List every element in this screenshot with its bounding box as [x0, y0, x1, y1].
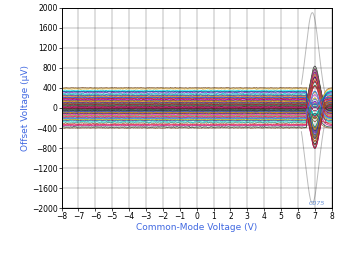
X-axis label: Common-Mode Voltage (V): Common-Mode Voltage (V): [136, 223, 257, 232]
Y-axis label: Offset Voltage (µV): Offset Voltage (µV): [21, 65, 30, 151]
Text: C075: C075: [308, 201, 325, 206]
